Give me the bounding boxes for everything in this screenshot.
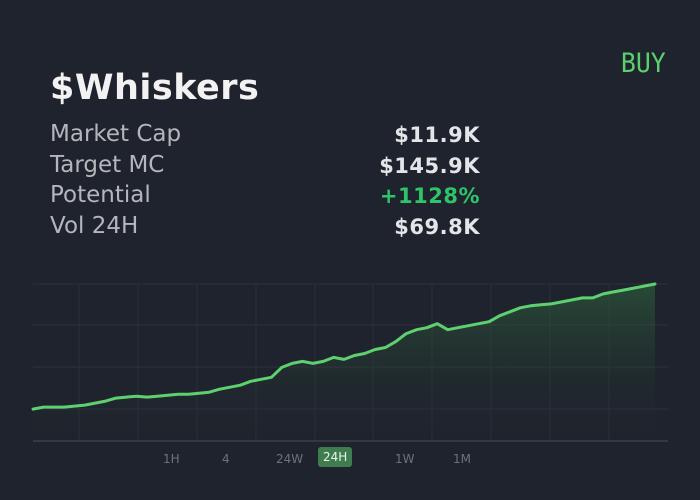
chart-price-line <box>31 282 657 411</box>
timeframe-1h[interactable]: 1H <box>163 452 180 466</box>
token-name: $Whiskers <box>50 68 260 108</box>
stat-value: $69.8K <box>394 214 480 239</box>
stat-target-mc: Target MC $145.9K <box>50 152 480 183</box>
chart-area-fill <box>33 284 655 441</box>
stat-label: Potential <box>50 182 151 208</box>
timeframe-1w[interactable]: 1W <box>395 452 415 466</box>
stat-label: Vol 24H <box>50 212 139 239</box>
stat-label: Target MC <box>50 151 165 178</box>
timeframe-1m[interactable]: 1M <box>453 452 471 466</box>
stat-value: +1128% <box>379 184 480 208</box>
stat-potential: Potential +1128% <box>50 182 480 213</box>
timeframe-24w[interactable]: 24W <box>276 452 304 466</box>
stat-market-cap: Market Cap $11.9K <box>50 121 480 152</box>
buy-button[interactable]: BUY <box>621 48 666 79</box>
stat-value: $145.9K <box>379 153 480 178</box>
stat-value: $11.9K <box>394 123 480 147</box>
stats-panel: Market Cap $11.9K Target MC $145.9K Pote… <box>50 121 480 243</box>
timeframe-24h[interactable]: 24H <box>318 447 353 467</box>
stat-vol-24h: Vol 24H $69.8K <box>50 213 480 244</box>
timeframe-4[interactable]: 4 <box>222 452 230 466</box>
stat-label: Market Cap <box>50 121 182 147</box>
